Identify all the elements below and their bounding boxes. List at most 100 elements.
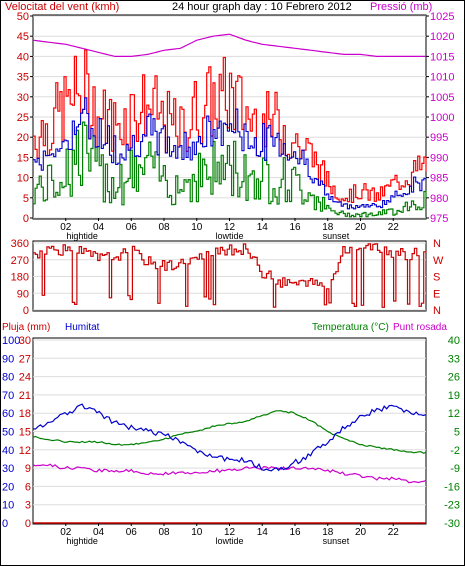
dewpoint-title: Punt rosada: [393, 322, 447, 333]
wind-y-axis: 0 5 10 15 20 25 30 35 40 45 50: [17, 11, 33, 225]
dewpoint-line: [32, 463, 427, 484]
tide-sun-label: hightide: [66, 231, 98, 241]
rain-tick-label: 9: [25, 463, 31, 475]
compass-tick-label: N: [433, 305, 441, 317]
wind-title: Velocitat del vent (kmh): [5, 1, 119, 13]
hour-label: 04: [93, 222, 105, 233]
pressure-line: [32, 33, 426, 57]
wind-direction-line: [33, 243, 427, 308]
hour-label: 18: [322, 222, 334, 233]
hour-label: 02: [60, 222, 72, 233]
temperature-tick-label: 33: [448, 353, 460, 365]
humidity-y-axis: 0 10 20 30 40 50 60 70 80 90 100: [2, 335, 20, 530]
hour-label: 04: [93, 527, 105, 538]
pressure-title: Pressió (mb): [370, 1, 432, 13]
rain-humidity-temp-panel: 0 3 6 9 12 15 18 21 24 27 30 0 10 20 30 40 50 60 70 80 90 10…: [2, 335, 460, 546]
direction-tick-label: 0: [23, 305, 29, 317]
humidity-tick-label: 100: [2, 335, 20, 347]
direction-plot-grid: [33, 242, 426, 311]
pressure-tick-label: 985: [430, 173, 448, 185]
humidity-tick-label: 10: [2, 500, 14, 512]
wind-tick-label: 15: [17, 152, 29, 164]
temperature-y-axis: -30 -23 -16 -9 -2 5 12 19 26 33 40: [444, 335, 460, 530]
graph-title: 24 hour graph day : 10 Febrero 2012: [172, 1, 352, 13]
wind-tick-label: 10: [17, 173, 29, 185]
humidity-tick-label: 70: [2, 390, 14, 402]
wind-tick-label: 30: [17, 92, 29, 104]
humidity-tick-label: 50: [2, 427, 14, 439]
compass-tick-label: S: [433, 272, 440, 284]
humidity-tick-label: 30: [2, 463, 14, 475]
humidity-tick-label: 60: [2, 408, 14, 420]
direction-y-axis: 0 90 180 270 360: [11, 238, 29, 317]
hour-label: 18: [322, 527, 334, 538]
humidity-tick-label: 40: [2, 445, 14, 457]
tide-sun-label: lowtide: [215, 231, 243, 241]
humidity-title: Humitat: [65, 322, 100, 333]
direction-tick-label: 360: [11, 238, 29, 250]
wind-tick-label: 5: [23, 193, 29, 205]
hour-label: 08: [158, 527, 170, 538]
lower-plot-grid: [33, 339, 426, 524]
hour-label: 06: [126, 222, 138, 233]
compass-tick-label: N: [433, 238, 441, 250]
hour-label: 06: [126, 527, 138, 538]
rain-tick-label: 12: [19, 445, 31, 457]
hour-label: 14: [257, 527, 269, 538]
temperature-tick-label: 19: [448, 390, 460, 402]
temperature-tick-label: -30: [444, 518, 460, 530]
temperature-tick-label: 5: [454, 427, 460, 439]
pressure-tick-label: 980: [430, 193, 448, 205]
rain-tick-label: 30: [19, 335, 31, 347]
humidity-tick-label: 0: [2, 518, 8, 530]
humidity-tick-label: 80: [2, 372, 14, 384]
pressure-tick-label: 1010: [430, 72, 454, 84]
humidity-line: [32, 403, 427, 472]
hour-label: 10: [191, 222, 203, 233]
rain-tick-label: 0: [25, 518, 31, 530]
humidity-tick-label: 20: [2, 481, 14, 493]
compass-tick-label: W: [433, 255, 444, 267]
direction-tick-label: 90: [17, 288, 29, 300]
wind-plot-grid: [33, 15, 426, 219]
temperature-title: Temperatura (°C): [312, 322, 389, 333]
direction-tick-label: 180: [11, 272, 29, 284]
direction-tick-label: 270: [11, 255, 29, 267]
rain-title: Pluja (mm): [2, 322, 50, 333]
temperature-tick-label: 12: [448, 408, 460, 420]
hour-label: 08: [158, 222, 170, 233]
hour-label: 22: [388, 222, 400, 233]
hour-label: 16: [289, 222, 301, 233]
wind-tick-label: 25: [17, 112, 29, 124]
temperature-tick-label: -16: [444, 481, 460, 493]
temperature-tick-label: 40: [448, 335, 460, 347]
wind-tick-label: 50: [17, 11, 29, 23]
hour-label: 12: [224, 527, 236, 538]
pressure-tick-label: 995: [430, 132, 448, 144]
pressure-tick-label: 1020: [430, 31, 454, 43]
tide-sun-label: hightide: [66, 536, 98, 546]
wind-avg-line: [33, 121, 427, 218]
direction-series: [33, 243, 427, 308]
pressure-tick-label: 1015: [430, 51, 454, 63]
temperature-tick-label: -23: [444, 500, 460, 512]
compass-tick-label: E: [433, 288, 440, 300]
wind-pressure-series: [32, 33, 427, 218]
rain-tick-label: 3: [25, 500, 31, 512]
rain-tick-label: 15: [19, 427, 31, 439]
rain-y-axis: 0 3 6 9 12 15 18 21 24 27 30: [19, 335, 31, 530]
pressure-tick-label: 1000: [430, 112, 454, 124]
temperature-line: [32, 410, 427, 454]
rain-tick-label: 6: [25, 481, 31, 493]
tide-sun-label: sunset: [323, 536, 350, 546]
wind-tick-label: 45: [17, 31, 29, 43]
hour-label: 20: [355, 527, 367, 538]
rain-tick-label: 18: [19, 408, 31, 420]
hour-label: 22: [388, 527, 400, 538]
pressure-tick-label: 1005: [430, 92, 454, 104]
hour-label: 02: [60, 527, 72, 538]
